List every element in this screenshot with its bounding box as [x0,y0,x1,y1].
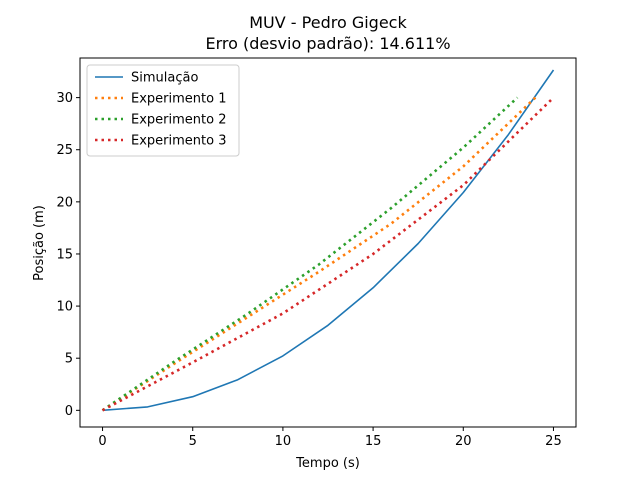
x-tick-label: 20 [455,434,472,449]
y-tick-label: 5 [65,352,73,367]
legend-label-4: Experimento 3 [131,134,226,149]
series-line-3 [101,96,519,412]
x-tick-label: 0 [98,434,106,449]
y-tick-label: 25 [56,143,73,158]
chart-subtitle: Erro (desvio padrão): 14.611% [205,34,450,53]
y-axis-label: Posição (m) [32,205,47,281]
x-tick-label: 15 [365,434,382,449]
y-tick-label: 10 [56,300,73,315]
legend-box [86,64,240,157]
x-tick-label: 10 [275,434,292,449]
x-tick-label: 25 [545,434,562,449]
y-tick-label: 30 [56,91,73,106]
legend: Simulação Experimento 1 Experimento 2 Exper… [86,64,240,157]
series-line-1 [102,69,555,412]
series-line-2 [101,96,537,412]
series-line-4 [101,96,555,412]
y-tick-label: 0 [65,404,73,419]
x-axis-label: Tempo (s) [295,456,360,471]
chart-title: MUV - Pedro Gigeck [249,13,407,32]
y-tick-label: 15 [56,247,73,262]
legend-label-3: Experimento 2 [131,113,226,128]
legend-label-1: Simulação [131,71,198,86]
axes-frame [79,57,577,428]
legend-label-2: Experimento 1 [131,92,226,107]
y-tick-label: 20 [56,195,73,210]
x-tick-label: 5 [189,434,197,449]
plot-area: 0 5 10 15 20 25 0 5 10 15 20 25 30 [56,57,577,449]
